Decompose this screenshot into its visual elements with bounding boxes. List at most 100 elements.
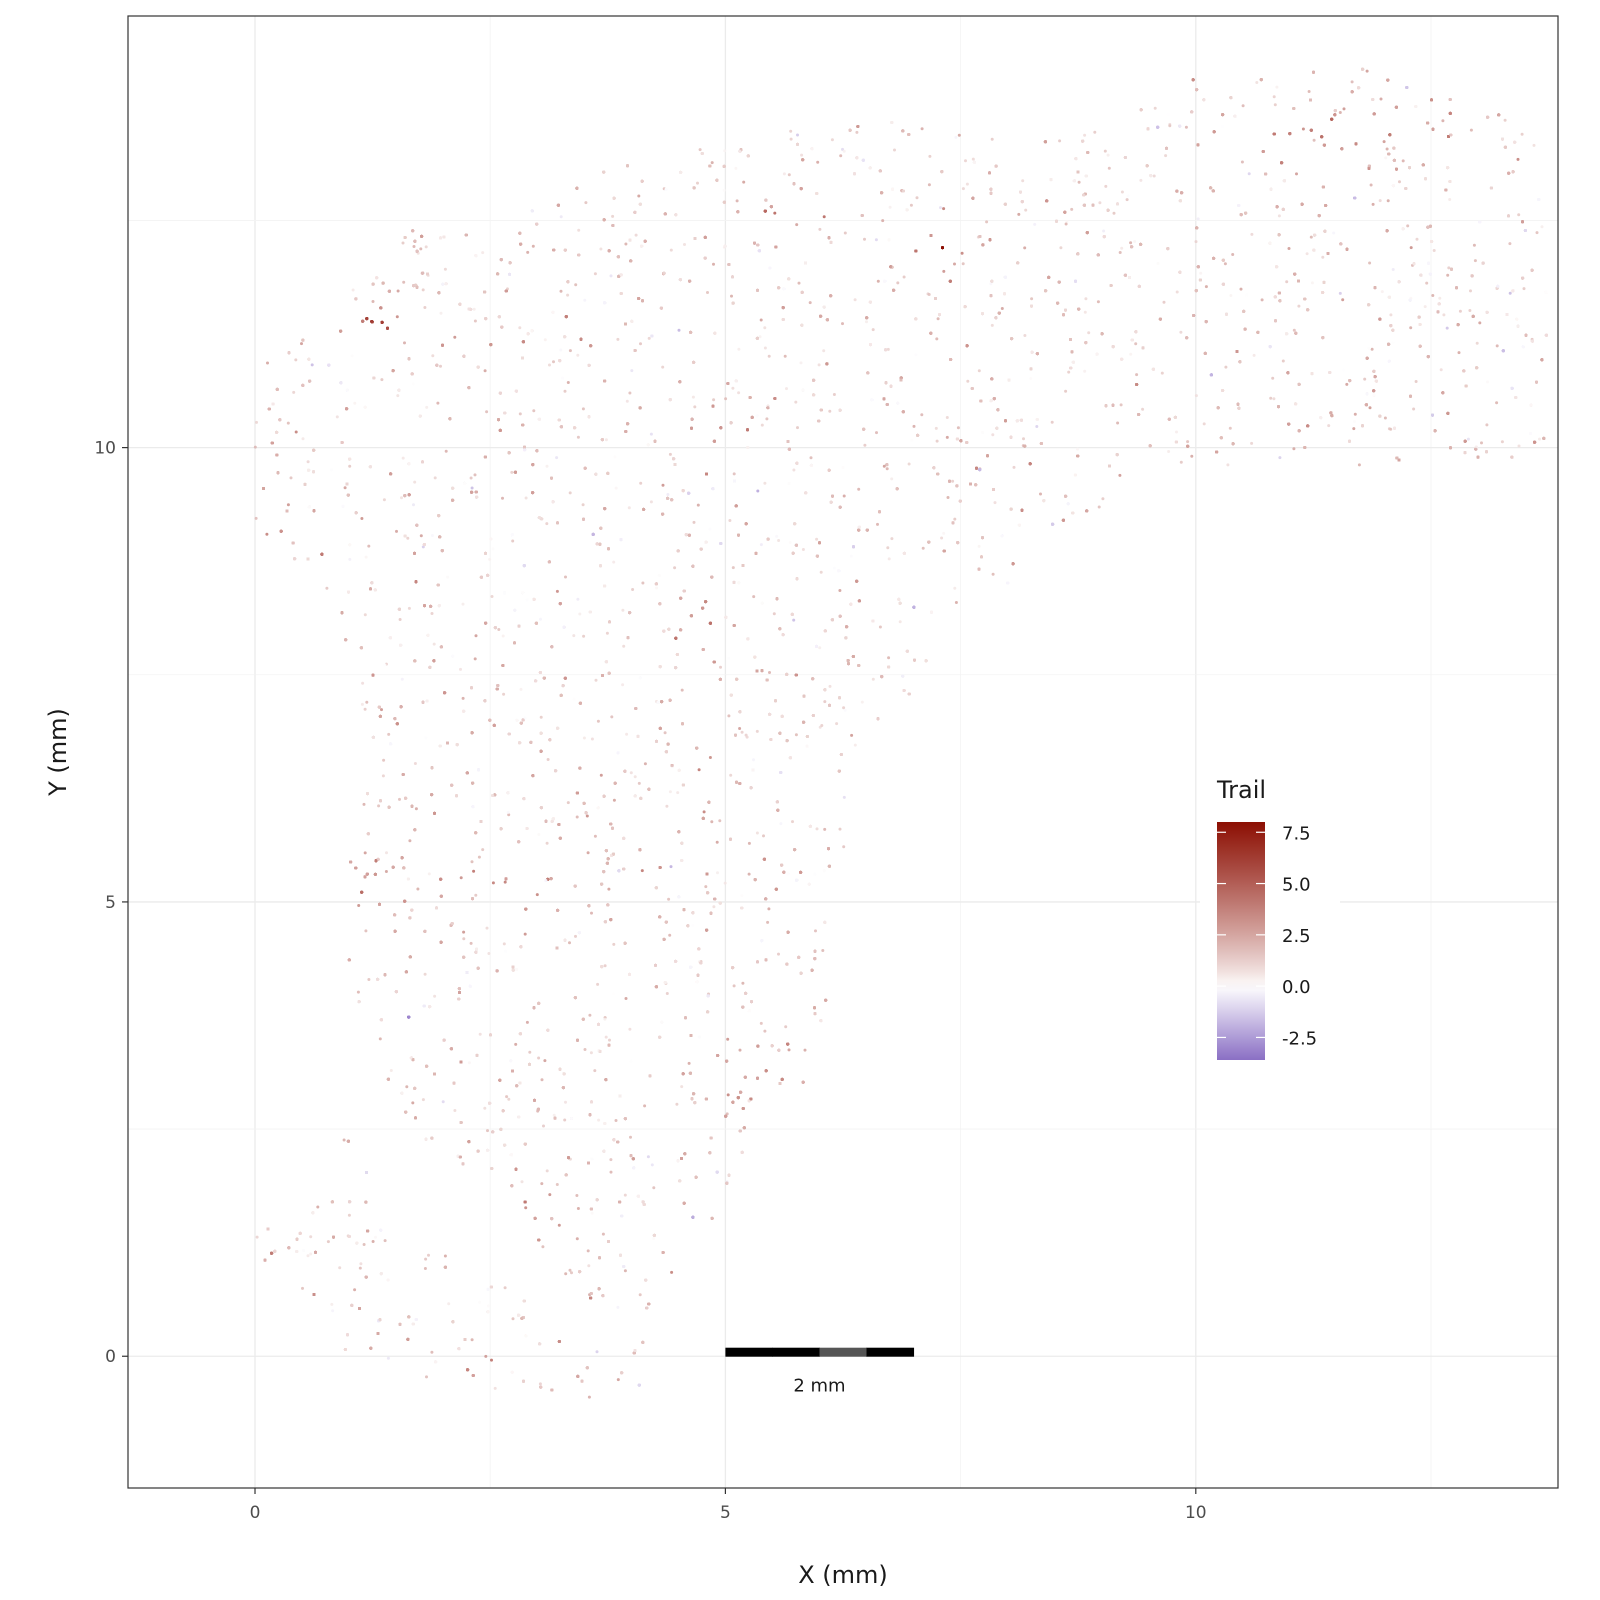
data-point <box>1096 300 1100 304</box>
data-point <box>407 606 411 610</box>
data-point <box>1445 326 1449 330</box>
data-point <box>403 341 406 345</box>
data-point <box>595 1350 599 1354</box>
data-point <box>286 421 290 425</box>
data-point <box>723 881 727 885</box>
data-point <box>961 262 965 266</box>
data-point <box>661 365 665 369</box>
data-point <box>934 426 938 430</box>
data-point <box>1250 441 1254 445</box>
data-point <box>384 870 388 873</box>
data-point <box>1164 154 1168 158</box>
data-point <box>1196 217 1200 221</box>
data-point <box>497 628 501 631</box>
data-point <box>306 460 310 464</box>
data-point <box>425 1375 428 1379</box>
data-point <box>816 160 820 164</box>
data-point <box>405 1085 409 1089</box>
data-point <box>503 880 507 884</box>
data-point <box>423 972 427 976</box>
data-point <box>710 161 714 165</box>
data-point <box>945 416 949 419</box>
data-point <box>732 984 736 988</box>
data-point <box>875 431 878 435</box>
data-point <box>1125 198 1129 202</box>
data-point <box>670 1270 674 1274</box>
data-point <box>609 1170 613 1174</box>
data-point <box>843 231 847 235</box>
data-point <box>890 537 894 541</box>
data-point <box>1495 401 1499 405</box>
data-point <box>1076 447 1079 451</box>
data-point <box>920 413 924 417</box>
data-point <box>1368 406 1372 410</box>
data-point <box>1382 140 1386 144</box>
data-point <box>1129 241 1133 245</box>
data-point <box>673 566 677 570</box>
data-point <box>1152 174 1156 178</box>
data-point <box>1067 370 1071 374</box>
data-point <box>1441 119 1445 123</box>
data-point <box>1380 290 1384 294</box>
data-point <box>505 1095 509 1099</box>
data-point <box>1139 178 1143 182</box>
data-point <box>604 1035 608 1039</box>
data-point <box>842 149 846 153</box>
data-point <box>568 1268 572 1272</box>
data-point <box>363 707 367 711</box>
data-point <box>539 617 542 621</box>
data-point <box>484 1354 488 1358</box>
data-point <box>343 486 347 490</box>
data-point <box>325 586 329 590</box>
data-point <box>387 732 391 736</box>
data-point <box>765 417 769 421</box>
data-point <box>966 379 970 383</box>
data-point <box>581 407 585 411</box>
data-point <box>1017 212 1021 216</box>
data-point <box>511 1317 515 1321</box>
data-point <box>609 274 613 278</box>
data-point <box>985 220 989 224</box>
data-point <box>945 435 949 439</box>
data-point <box>611 214 615 218</box>
data-point <box>1345 382 1349 386</box>
data-point <box>524 1206 528 1210</box>
data-point <box>518 326 522 330</box>
data-point <box>292 390 296 394</box>
data-point <box>585 814 589 818</box>
data-point <box>528 1050 532 1054</box>
data-point <box>715 840 719 844</box>
data-point <box>1307 90 1311 93</box>
data-point <box>501 634 505 638</box>
data-point <box>1260 298 1264 302</box>
data-point <box>1401 159 1405 163</box>
data-point <box>1103 149 1107 153</box>
data-point <box>548 363 551 367</box>
data-point <box>353 1288 357 1292</box>
data-point <box>590 1211 594 1215</box>
data-point <box>1106 153 1110 157</box>
data-point <box>383 663 387 667</box>
data-point <box>643 762 647 766</box>
data-point <box>1240 160 1244 164</box>
data-point <box>473 473 477 477</box>
data-point <box>797 281 801 285</box>
data-point <box>668 452 672 456</box>
data-point <box>727 656 731 660</box>
data-point <box>478 1300 482 1304</box>
data-point <box>359 1262 363 1266</box>
data-point <box>1438 296 1442 300</box>
data-point <box>1033 222 1037 226</box>
data-point <box>687 1061 691 1065</box>
data-point <box>364 555 368 559</box>
data-point <box>649 432 653 436</box>
data-point <box>796 426 799 430</box>
data-point <box>555 589 559 593</box>
data-point <box>1024 208 1028 212</box>
data-point <box>406 536 410 540</box>
data-point <box>823 827 827 831</box>
data-point <box>631 588 635 591</box>
data-point <box>1425 281 1429 285</box>
data-point <box>531 244 535 248</box>
